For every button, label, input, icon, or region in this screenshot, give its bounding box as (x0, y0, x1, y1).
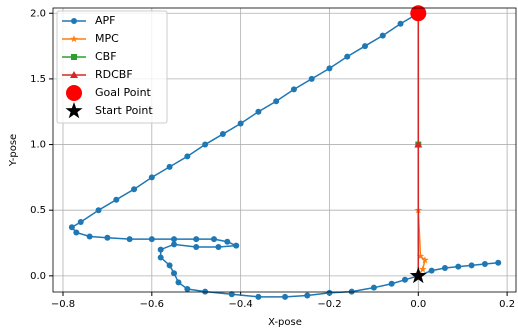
legend-label: Goal Point (95, 86, 152, 99)
marker (370, 284, 377, 291)
marker (401, 276, 408, 283)
marker (171, 270, 178, 277)
legend: APF MPC CBF RDCBF Goal Point Start Point (56, 10, 168, 124)
x-axis-label: X-pose (268, 317, 302, 328)
marker (344, 53, 351, 60)
y-axis-label: Y-pose (8, 134, 19, 167)
legend-label: Start Point (95, 104, 153, 117)
marker (86, 233, 93, 240)
legend-label: APF (95, 14, 116, 27)
marker (224, 238, 231, 245)
marker (166, 262, 173, 269)
marker (73, 229, 80, 236)
x-tick-label: −0.2 (317, 299, 341, 310)
marker (397, 20, 404, 27)
marker (148, 236, 155, 243)
y-tick-label: 1.0 (30, 140, 46, 151)
x-tick-label: 0.2 (499, 299, 515, 310)
marker (255, 108, 262, 115)
y-tick-label: 2.0 (30, 8, 46, 19)
marker (171, 241, 178, 248)
marker (131, 186, 138, 193)
y-tick-label: 0.0 (30, 271, 46, 282)
y-tick-label: 1.5 (30, 74, 46, 85)
plot-frame (52, 7, 517, 293)
marker (210, 236, 217, 243)
marker (193, 236, 200, 243)
marker (184, 153, 191, 160)
marker (388, 280, 395, 287)
marker (171, 236, 178, 243)
y-tick-label: 0.5 (30, 205, 46, 216)
marker (184, 285, 191, 292)
marker (113, 196, 120, 203)
marker (104, 234, 111, 241)
marker (70, 71, 78, 78)
marker (202, 141, 209, 148)
marker (441, 264, 448, 271)
marker (379, 32, 386, 39)
marker (148, 174, 155, 181)
marker (66, 85, 82, 101)
x-tick-label: −0.8 (51, 299, 75, 310)
marker (68, 224, 75, 231)
marker (77, 219, 84, 226)
marker (71, 54, 77, 60)
marker (428, 267, 435, 274)
marker (326, 289, 333, 296)
marker (65, 102, 83, 119)
marker (495, 259, 502, 266)
marker (326, 65, 333, 72)
marker (70, 35, 78, 43)
marker (308, 75, 315, 82)
marker (410, 5, 427, 22)
marker (95, 207, 102, 214)
marker (282, 293, 289, 300)
marker (157, 246, 164, 253)
marker (290, 86, 297, 93)
legend-label: MPC (95, 32, 119, 45)
marker (418, 265, 427, 273)
marker (468, 262, 475, 269)
x-tick-label: 0.0 (410, 299, 426, 310)
marker (193, 243, 200, 250)
marker (237, 120, 244, 127)
legend-label: RDCBF (95, 68, 133, 81)
marker (455, 263, 462, 270)
legend-label: CBF (95, 50, 117, 63)
marker (166, 163, 173, 170)
x-tick-label: −0.4 (228, 299, 252, 310)
marker (126, 236, 133, 243)
marker (219, 131, 226, 138)
marker (304, 292, 311, 299)
marker (228, 291, 235, 298)
marker (175, 279, 182, 286)
marker (414, 140, 423, 148)
marker (71, 18, 77, 24)
marker (421, 256, 429, 264)
marker (233, 242, 240, 249)
marker (416, 252, 425, 260)
marker (409, 266, 427, 284)
marker (157, 254, 164, 261)
marker (255, 293, 262, 300)
marker (481, 261, 488, 268)
x-tick-label: −0.6 (140, 299, 164, 310)
marker (215, 243, 222, 250)
marker (361, 43, 368, 50)
marker (273, 98, 280, 105)
